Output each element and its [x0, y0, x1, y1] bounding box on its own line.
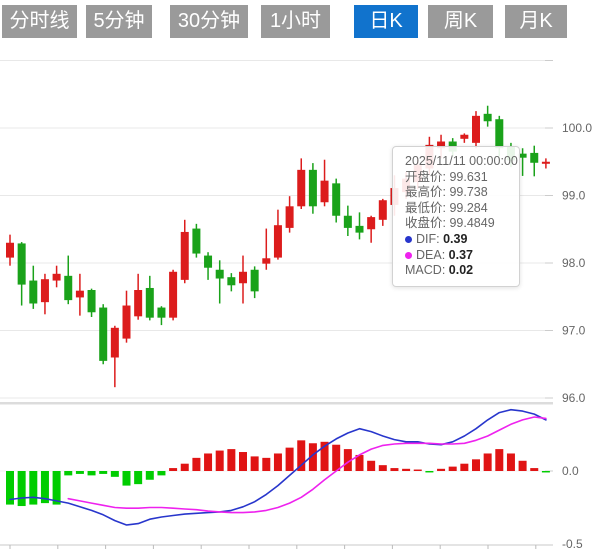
- tab-1hour[interactable]: 1小时: [261, 5, 330, 38]
- bottom-axis: [0, 544, 553, 549]
- svg-text:97.0: 97.0: [562, 324, 586, 338]
- candlestick-series[interactable]: [6, 105, 550, 388]
- svg-text:96.0: 96.0: [562, 391, 586, 405]
- dea-line: [67, 416, 547, 514]
- axis-labels: 100.0 99.0 98.0 97.0 96.0 0.0 -0.5: [562, 121, 592, 551]
- pane-separator: [0, 402, 553, 405]
- tab-monthly-k[interactable]: 月K: [505, 5, 567, 38]
- svg-text:99.0: 99.0: [562, 189, 586, 203]
- dif-line: [9, 408, 547, 526]
- svg-text:100.0: 100.0: [562, 121, 592, 135]
- timeframe-tabs: 分时线 5分钟 30分钟 1小时 日K 周K 月K: [2, 5, 567, 38]
- right-axis-ticks: [545, 60, 553, 472]
- macd-histogram: [6, 440, 550, 507]
- tab-timeline[interactable]: 分时线: [2, 5, 77, 38]
- tab-daily-k[interactable]: 日K: [354, 5, 418, 38]
- svg-text:98.0: 98.0: [562, 256, 586, 270]
- grid-lines: [0, 60, 553, 472]
- tab-5min[interactable]: 5分钟: [86, 5, 152, 38]
- tab-weekly-k[interactable]: 周K: [428, 5, 493, 38]
- tab-30min[interactable]: 30分钟: [170, 5, 248, 38]
- svg-text:0.0: 0.0: [562, 464, 579, 478]
- svg-text:-0.5: -0.5: [562, 537, 583, 551]
